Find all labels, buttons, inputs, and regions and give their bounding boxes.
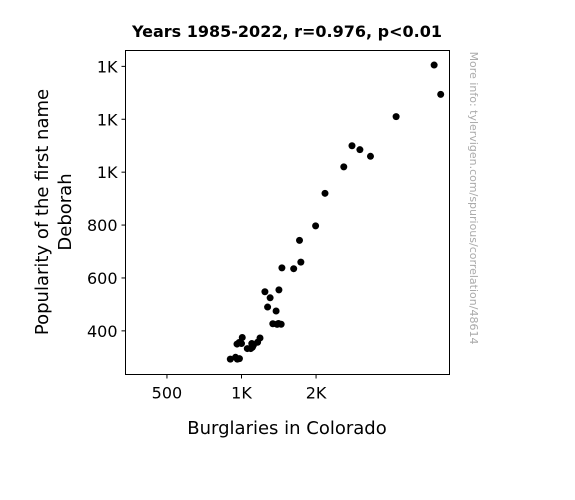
chart-title: Years 1985-2022, r=0.976, p<0.01 [131, 22, 442, 41]
data-point [366, 152, 374, 160]
data-point [272, 307, 280, 315]
data-point [296, 236, 304, 244]
y-axis-label-line-1: Popularity of the first name [32, 89, 53, 335]
data-point [278, 264, 286, 272]
data-point [348, 142, 356, 150]
data-point [277, 320, 285, 328]
source-note: More info: tylervigen.com/spurious/corre… [467, 52, 480, 345]
data-point [275, 286, 283, 294]
data-point [392, 113, 400, 121]
data-point [340, 163, 348, 171]
data-point [290, 265, 298, 273]
data-point [437, 90, 445, 98]
plot-frame [125, 50, 450, 375]
data-point [238, 333, 246, 341]
data-point [356, 146, 364, 154]
data-point [430, 61, 438, 69]
y-tick-label: 1K [97, 57, 118, 76]
x-tick-label: 1K [231, 384, 252, 403]
data-point [269, 320, 277, 328]
y-axis-label-line-2: Deborah [55, 173, 76, 250]
data-point [266, 294, 274, 302]
x-tick-label: 2K [306, 384, 327, 403]
y-tick-label: 800 [87, 216, 118, 235]
x-tick-label: 500 [152, 384, 183, 403]
data-point [243, 345, 251, 353]
y-ticks: 400 600 800 1K 1K 1K [87, 57, 126, 341]
y-tick-label: 600 [87, 269, 118, 288]
data-point [233, 340, 241, 348]
data-point [297, 258, 305, 266]
data-point [264, 303, 272, 311]
y-tick-label: 1K [97, 163, 118, 182]
data-point [321, 189, 329, 197]
y-tick-label: 400 [87, 322, 118, 341]
data-point [261, 288, 269, 296]
data-point [235, 355, 243, 363]
data-point [226, 355, 234, 363]
x-ticks: 500 1K 2K [152, 374, 327, 403]
y-tick-label: 1K [97, 110, 118, 129]
data-point [312, 222, 320, 230]
data-points [226, 61, 445, 363]
x-axis-label: Burglaries in Colorado [187, 418, 386, 439]
